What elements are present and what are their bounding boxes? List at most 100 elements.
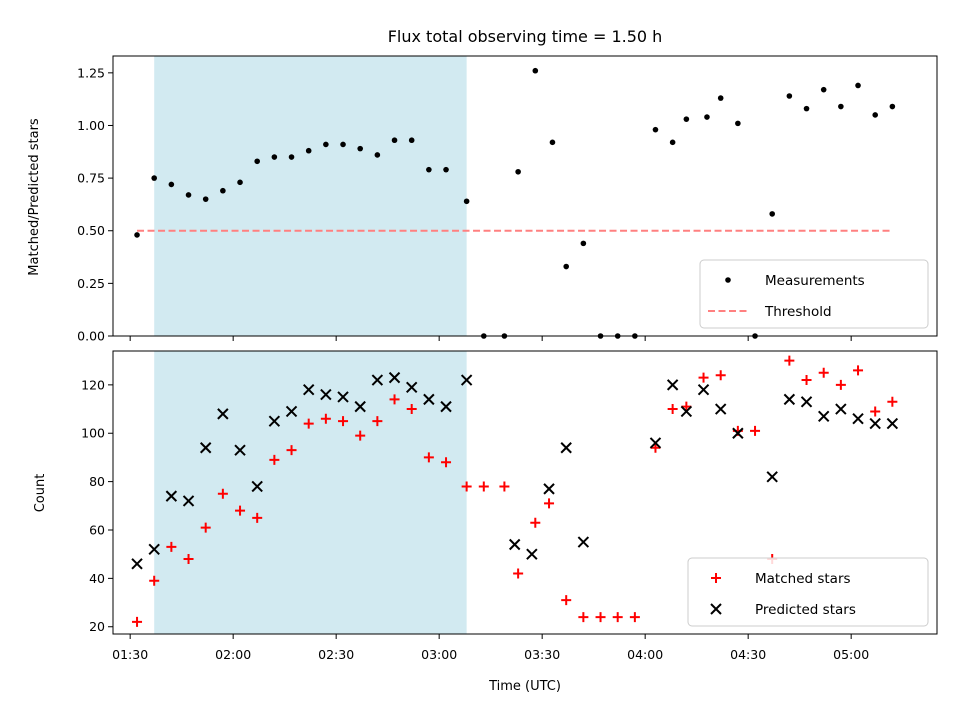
legend-label: Threshold bbox=[764, 304, 832, 320]
data-point bbox=[323, 141, 329, 148]
legend-label: Matched stars bbox=[755, 571, 851, 587]
data-point bbox=[698, 372, 709, 383]
data-point bbox=[220, 187, 226, 194]
data-point bbox=[337, 391, 349, 403]
y-tick-label: 0.50 bbox=[77, 223, 105, 238]
data-point bbox=[237, 179, 243, 186]
bottom-axes-frame bbox=[112, 350, 938, 635]
x-tick-label: 01:30 bbox=[112, 647, 148, 662]
data-point bbox=[526, 548, 538, 560]
data-point bbox=[461, 481, 472, 492]
bottom-series-matched-stars bbox=[132, 355, 898, 627]
data-point bbox=[817, 410, 830, 423]
data-point bbox=[801, 375, 812, 386]
bottom-legend: Matched stars Predicted stars bbox=[687, 557, 929, 627]
data-point bbox=[783, 393, 796, 406]
data-point bbox=[680, 405, 693, 418]
data-point bbox=[697, 383, 710, 396]
x-tick-label: 02:00 bbox=[215, 647, 251, 662]
data-point bbox=[254, 158, 260, 165]
data-point bbox=[560, 442, 572, 454]
legend-frame bbox=[687, 557, 929, 627]
data-point bbox=[338, 416, 349, 427]
y-tick-label: 0.25 bbox=[77, 276, 105, 291]
y-tick-label: 0.75 bbox=[77, 171, 105, 186]
x-tick-label: 05:00 bbox=[833, 647, 869, 662]
data-point bbox=[717, 95, 724, 101]
data-point bbox=[818, 367, 829, 378]
data-point bbox=[652, 126, 659, 133]
data-point bbox=[252, 512, 263, 523]
data-point bbox=[305, 147, 312, 154]
data-point bbox=[853, 365, 864, 376]
data-point bbox=[667, 404, 678, 415]
data-point bbox=[286, 445, 297, 456]
bottom-shaded-span bbox=[154, 351, 467, 634]
data-point bbox=[683, 116, 690, 122]
data-point bbox=[889, 103, 896, 110]
data-point bbox=[406, 404, 417, 415]
data-point bbox=[513, 568, 524, 579]
data-point bbox=[508, 538, 521, 551]
data-point bbox=[234, 444, 246, 456]
data-point bbox=[786, 93, 793, 99]
data-point bbox=[532, 67, 539, 74]
data-point bbox=[580, 240, 587, 247]
data-point bbox=[835, 379, 846, 390]
top-axes-frame bbox=[112, 55, 938, 337]
data-point bbox=[669, 139, 676, 146]
x-tick-label: 04:00 bbox=[627, 647, 663, 662]
data-point bbox=[577, 536, 590, 548]
data-point bbox=[408, 137, 415, 144]
data-point bbox=[357, 145, 364, 152]
data-point bbox=[578, 612, 589, 623]
data-point bbox=[704, 114, 710, 120]
data-point bbox=[544, 498, 555, 509]
data-point bbox=[649, 437, 662, 449]
legend-marker bbox=[725, 277, 731, 283]
data-point bbox=[202, 196, 209, 202]
bottom-series-predicted-stars bbox=[131, 371, 899, 570]
data-point bbox=[217, 408, 229, 420]
y-tick-label: 60 bbox=[89, 522, 105, 537]
data-point bbox=[303, 418, 314, 429]
data-point bbox=[183, 554, 194, 565]
data-point bbox=[543, 483, 555, 495]
y-tick-label: 40 bbox=[89, 571, 105, 586]
data-point bbox=[714, 403, 727, 415]
data-point bbox=[168, 181, 175, 188]
data-point bbox=[499, 481, 510, 492]
data-point bbox=[666, 379, 679, 391]
data-point bbox=[288, 154, 295, 160]
data-point bbox=[235, 505, 246, 516]
y-tick-label: 0.00 bbox=[77, 329, 105, 344]
data-point bbox=[389, 394, 400, 405]
data-point bbox=[354, 400, 366, 413]
data-point bbox=[165, 490, 178, 502]
data-point bbox=[838, 103, 844, 110]
x-axis-label: Time (UTC) bbox=[488, 679, 561, 694]
data-point bbox=[200, 522, 211, 533]
data-point bbox=[463, 198, 470, 205]
data-point bbox=[148, 543, 160, 556]
data-point bbox=[750, 425, 761, 436]
top-y-axis-label: Matched/Predicted stars bbox=[27, 118, 42, 276]
data-point bbox=[217, 488, 228, 499]
data-point bbox=[870, 406, 881, 417]
data-point bbox=[835, 403, 847, 415]
data-point bbox=[371, 374, 384, 386]
data-point bbox=[855, 82, 861, 89]
data-point bbox=[271, 154, 278, 160]
data-point bbox=[563, 263, 569, 270]
x-tick-label: 02:30 bbox=[318, 647, 354, 662]
data-point bbox=[803, 105, 810, 112]
data-point bbox=[441, 457, 452, 468]
data-point bbox=[251, 480, 263, 493]
data-point bbox=[285, 405, 298, 418]
data-point bbox=[426, 166, 432, 173]
data-point bbox=[372, 416, 383, 427]
y-tick-label: 20 bbox=[89, 619, 105, 634]
data-point bbox=[320, 388, 332, 401]
data-point bbox=[715, 370, 726, 381]
